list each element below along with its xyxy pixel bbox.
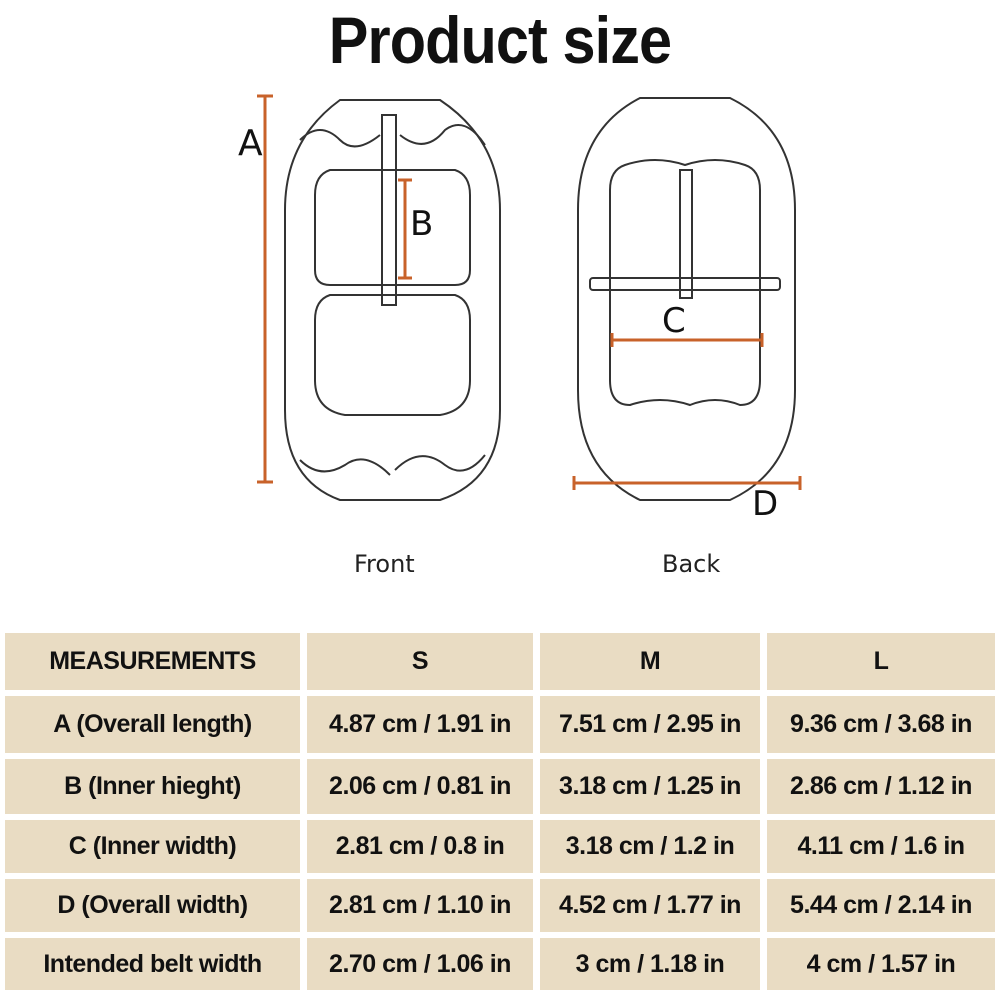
table-cell: 2.06 cm / 0.81 in — [307, 759, 533, 814]
table-cell: 2.81 cm / 1.10 in — [307, 879, 533, 932]
header-cell: S — [307, 633, 533, 690]
label-b: B — [410, 204, 433, 244]
back-buckle-drawing — [577, 97, 796, 501]
page-title: Product size — [328, 3, 672, 77]
label-c: C — [662, 301, 686, 341]
row-label: D (Overall width) — [5, 879, 300, 932]
table-cell: 9.36 cm / 3.68 in — [767, 696, 995, 753]
table-cell: 4.52 cm / 1.77 in — [540, 879, 760, 932]
table-cell: 2.70 cm / 1.06 in — [307, 938, 533, 990]
row-label: C (Inner width) — [5, 820, 300, 873]
table-cell: 3.18 cm / 1.2 in — [540, 820, 760, 873]
header-cell: MEASUREMENTS — [5, 633, 300, 690]
front-caption: Front — [354, 550, 415, 578]
row-label: Intended belt width — [5, 938, 300, 990]
table-cell: 3.18 cm / 1.25 in — [540, 759, 760, 814]
dimension-lines — [257, 94, 802, 490]
buckle-diagram: A B C D — [238, 94, 802, 524]
row-label: A (Overall length) — [5, 696, 300, 753]
label-a: A — [238, 123, 263, 164]
label-d: D — [752, 484, 778, 524]
row-label: B (Inner hieght) — [5, 759, 300, 814]
table-cell: 4 cm / 1.57 in — [767, 938, 995, 990]
table-cell: 2.86 cm / 1.12 in — [767, 759, 995, 814]
back-caption: Back — [662, 550, 721, 578]
header-cell: M — [540, 633, 760, 690]
table-cell: 2.81 cm / 0.8 in — [307, 820, 533, 873]
table-cell: 5.44 cm / 2.14 in — [767, 879, 995, 932]
header-cell: L — [767, 633, 995, 690]
size-table: MEASUREMENTS S M L A (Overall length) 4.… — [5, 633, 995, 990]
table-cell: 3 cm / 1.18 in — [540, 938, 760, 990]
table-cell: 7.51 cm / 2.95 in — [540, 696, 760, 753]
table-cell: 4.87 cm / 1.91 in — [307, 696, 533, 753]
front-buckle-drawing — [284, 99, 501, 501]
table-cell: 4.11 cm / 1.6 in — [767, 820, 995, 873]
